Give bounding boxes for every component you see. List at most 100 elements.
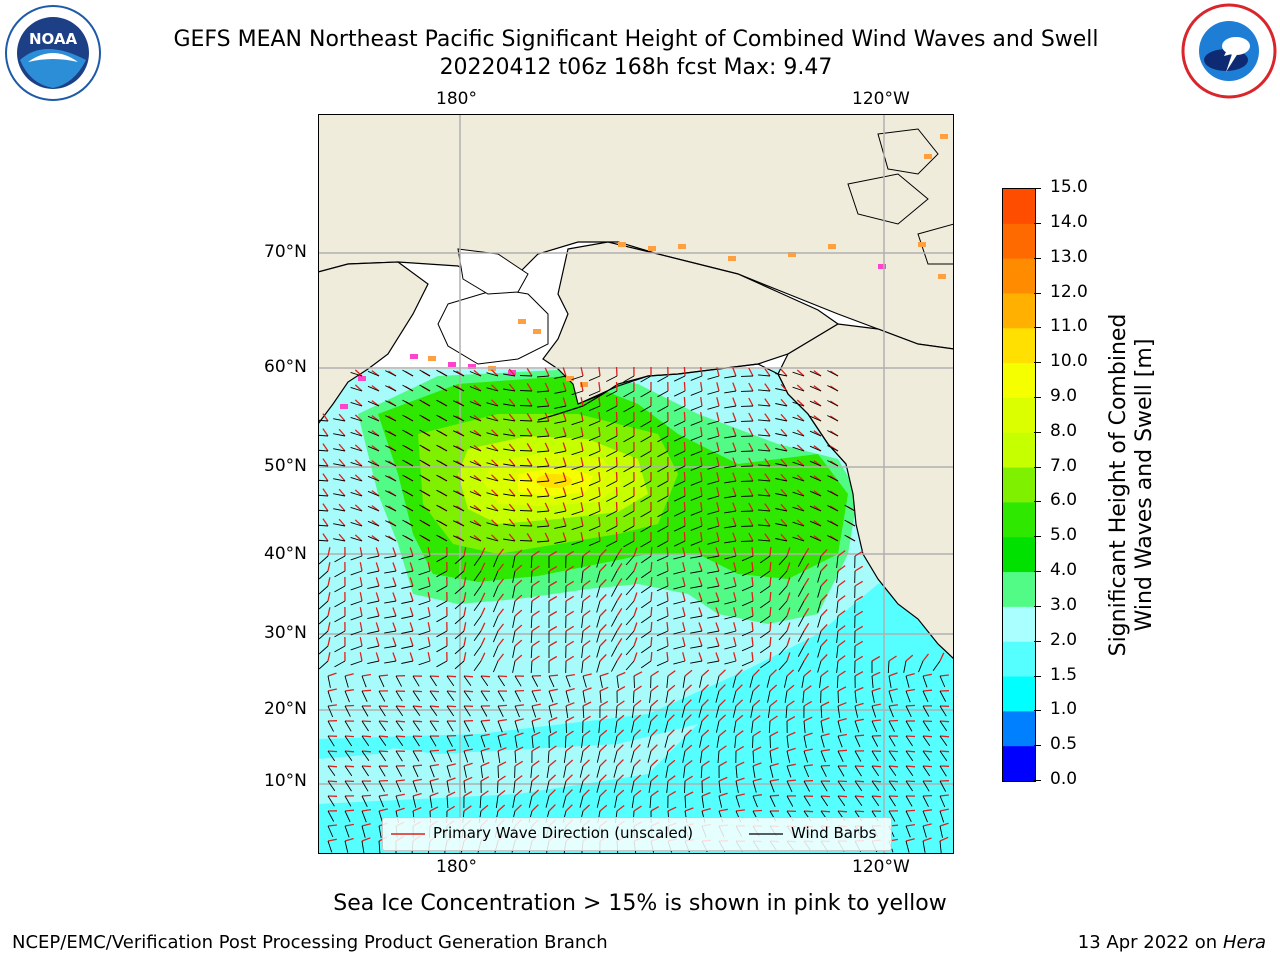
wave-direction-arrow xyxy=(322,533,329,542)
wind-barb xyxy=(871,720,878,733)
wind-barb xyxy=(582,675,587,688)
wind-barb xyxy=(412,795,417,808)
wind-barb xyxy=(684,780,686,794)
wave-direction-arrow xyxy=(616,700,625,707)
wave-direction-arrow xyxy=(682,592,686,602)
wind-barb xyxy=(385,445,397,452)
wind-barb xyxy=(623,450,635,458)
wind-barb xyxy=(707,600,720,604)
wind-barb xyxy=(503,388,516,392)
wind-barb xyxy=(401,585,414,589)
wave-direction-arrow xyxy=(446,805,456,812)
wind-barb xyxy=(854,690,857,703)
wave-direction-arrow xyxy=(701,699,709,707)
wind-barb xyxy=(631,780,635,793)
wave-direction-arrow xyxy=(427,547,431,557)
wind-barb xyxy=(588,495,601,502)
wind-barb xyxy=(367,600,380,605)
wave-direction-arrow xyxy=(338,428,346,437)
gulf-of-alaska-coast xyxy=(577,363,847,465)
wind-barb xyxy=(318,615,329,625)
wind-barb xyxy=(429,675,437,687)
wind-barb xyxy=(625,630,635,641)
wind-barb xyxy=(707,630,720,634)
wind-barb xyxy=(775,418,788,422)
wave-direction-arrow xyxy=(820,639,828,647)
wind-barb xyxy=(519,420,533,422)
wind-barb xyxy=(519,495,533,497)
wave-direction-arrow xyxy=(531,703,541,707)
wave-direction-arrow xyxy=(615,366,618,377)
wave-direction-arrow xyxy=(429,705,440,708)
wind-barb xyxy=(905,675,910,688)
wave-direction-arrow xyxy=(735,699,744,707)
wind-barb xyxy=(640,615,652,624)
wave-direction-arrow xyxy=(633,592,638,602)
wave-direction-arrow xyxy=(531,804,539,812)
wave-direction-arrow xyxy=(718,745,727,752)
wave-direction-arrow xyxy=(780,503,788,512)
wave-direction-arrow xyxy=(698,622,703,632)
wave-direction-arrow xyxy=(803,764,813,767)
wave-direction-arrow xyxy=(480,652,486,662)
lat-label-30n: 30°N xyxy=(264,623,307,643)
wave-direction-arrow xyxy=(565,625,575,632)
wind-barb xyxy=(563,750,567,763)
wind-barb xyxy=(724,555,737,560)
wind-barb xyxy=(623,510,635,518)
wind-barb xyxy=(606,465,618,472)
colorbar-segment xyxy=(1003,363,1035,399)
wind-barb xyxy=(469,446,482,452)
wind-barb xyxy=(759,645,771,654)
wave-direction-arrow xyxy=(582,655,591,662)
wave-direction-arrow xyxy=(361,765,372,768)
wind-barb xyxy=(905,720,913,732)
wave-direction-arrow xyxy=(480,622,486,632)
wind-barb xyxy=(786,765,792,778)
wave-direction-arrow xyxy=(650,670,659,677)
wind-barb xyxy=(554,450,567,454)
wave-direction-arrow xyxy=(751,637,754,647)
wind-barb xyxy=(732,690,737,703)
wind-barb xyxy=(492,615,499,628)
wind-barb xyxy=(809,520,822,527)
wind-barb xyxy=(922,690,929,703)
wind-barb xyxy=(418,630,431,636)
wave-direction-arrow xyxy=(715,652,720,662)
wind-barb xyxy=(395,675,402,687)
wind-barb xyxy=(436,519,448,527)
wind-barb xyxy=(606,510,618,517)
wave-direction-arrow xyxy=(780,533,788,542)
wave-direction-arrow xyxy=(837,702,847,707)
wind-barb xyxy=(690,555,703,559)
wind-barb xyxy=(769,750,773,763)
wind-barb xyxy=(690,660,703,664)
wind-barb xyxy=(579,780,584,793)
wave-direction-arrow xyxy=(701,684,709,692)
wave-direction-arrow xyxy=(491,369,499,377)
wind-barb xyxy=(809,370,822,377)
wave-direction-arrow xyxy=(633,699,642,707)
wind-barb xyxy=(350,630,363,636)
wind-barb xyxy=(640,510,652,518)
wind-barb xyxy=(597,735,601,748)
wind-barb xyxy=(888,795,896,807)
wave-direction-arrow xyxy=(508,368,516,377)
wind-barb xyxy=(436,429,448,437)
wave-direction-arrow xyxy=(684,729,692,737)
wind-barb xyxy=(554,435,567,439)
wave-direction-arrow xyxy=(786,716,796,722)
wave-direction-arrow xyxy=(786,607,791,617)
wave-direction-arrow xyxy=(322,458,329,467)
wind-barb xyxy=(606,390,618,397)
wave-direction-arrow xyxy=(531,717,541,722)
wind-barb xyxy=(674,510,686,517)
wind-barb xyxy=(724,570,737,575)
wave-direction-arrow xyxy=(682,577,686,587)
wave-direction-arrow xyxy=(598,382,601,392)
wind-barb xyxy=(724,615,737,620)
wind-barb xyxy=(419,504,431,512)
wave-direction-arrow xyxy=(562,532,567,542)
wind-barb xyxy=(707,390,720,395)
wave-direction-arrow xyxy=(700,487,703,497)
